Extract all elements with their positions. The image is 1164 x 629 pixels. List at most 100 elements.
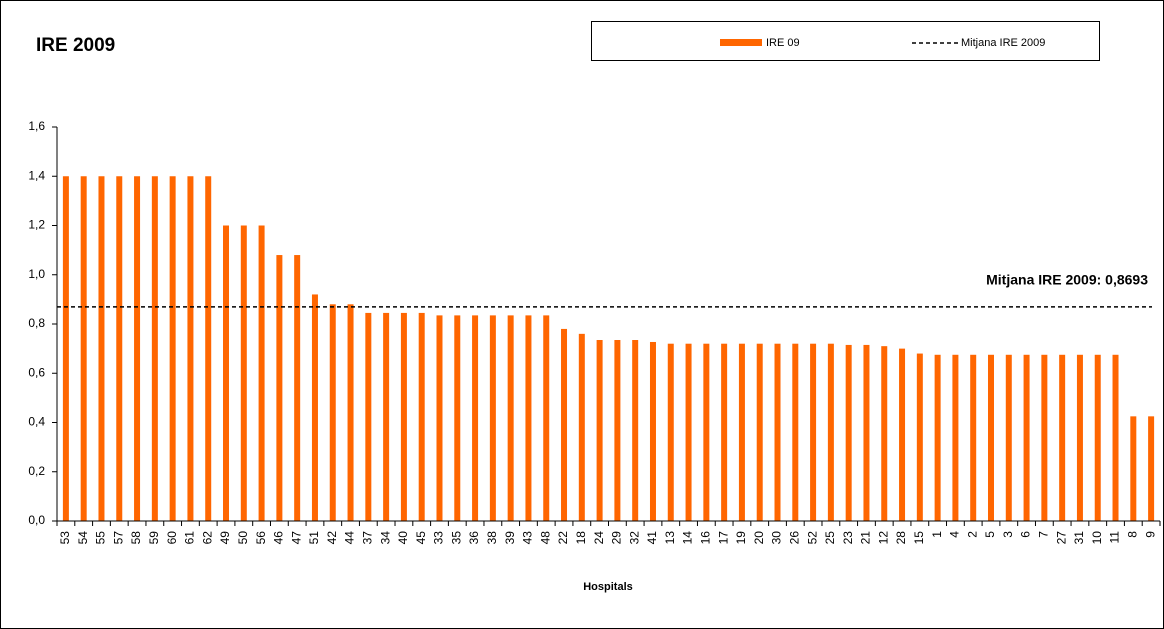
x-tick-label: 32: [627, 531, 641, 545]
y-tick-label: 0,8: [28, 316, 45, 330]
x-tick-label: 44: [343, 531, 357, 545]
bar: [1130, 416, 1137, 521]
x-tick-label: 3: [1001, 531, 1015, 538]
x-tick-label: 15: [912, 531, 926, 545]
x-tick-label: 52: [805, 531, 819, 545]
x-tick-label: 22: [556, 531, 570, 545]
x-tick-label: 11: [1108, 531, 1122, 544]
bar: [881, 346, 888, 521]
x-tick-label: 20: [752, 531, 766, 545]
x-tick-label: 39: [503, 531, 517, 545]
bar: [1094, 354, 1101, 521]
bar: [62, 176, 69, 521]
bar: [703, 343, 710, 521]
bar: [258, 225, 265, 521]
x-tick-label: 45: [414, 531, 428, 545]
x-tick-label: 41: [645, 531, 659, 545]
x-tick-label: 34: [378, 531, 392, 545]
x-tick-label: 38: [485, 531, 499, 545]
x-tick-label: 8: [1125, 531, 1139, 538]
legend-swatch: [720, 39, 762, 46]
bar: [614, 340, 621, 521]
bar: [400, 312, 407, 521]
x-tick-label: 58: [129, 531, 143, 545]
x-tick-label: 31: [1072, 531, 1086, 545]
bar: [578, 333, 585, 521]
bar: [632, 340, 639, 521]
x-tick-label: 33: [432, 531, 446, 545]
x-tick-label: 61: [183, 531, 197, 545]
bar: [205, 176, 212, 521]
x-tick-label: 49: [218, 531, 232, 545]
bar: [721, 343, 728, 521]
bar: [507, 315, 514, 521]
x-tick-label: 27: [1054, 531, 1068, 545]
x-tick-label: 10: [1090, 531, 1104, 545]
x-tick-label: 47: [289, 531, 303, 545]
x-tick-label: 23: [841, 531, 855, 545]
bar: [311, 294, 318, 521]
x-tick-label: 42: [325, 531, 339, 545]
bar: [952, 354, 959, 521]
bar: [276, 255, 283, 522]
chart-title: IRE 2009: [36, 35, 115, 56]
x-tick-label: 50: [236, 531, 250, 545]
x-tick-label: 29: [610, 531, 624, 545]
x-tick-label: 12: [876, 531, 890, 545]
x-tick-label: 17: [716, 531, 730, 545]
y-tick-label: 1,4: [28, 168, 45, 182]
x-tick-label: 37: [361, 531, 375, 545]
x-tick-label: 5: [983, 531, 997, 538]
bar: [1148, 416, 1155, 521]
bar: [98, 176, 105, 521]
y-tick-label: 0,0: [28, 513, 45, 527]
x-tick-label: 21: [859, 531, 873, 545]
bar: [1059, 354, 1066, 521]
bar: [667, 343, 674, 521]
x-tick-label: 43: [521, 531, 535, 545]
bar: [525, 315, 532, 521]
bar: [1023, 354, 1030, 521]
y-tick-label: 1,0: [28, 267, 45, 281]
x-tick-label: 48: [538, 531, 552, 545]
bar: [80, 176, 87, 521]
legend-label: IRE 09: [766, 37, 800, 49]
x-tick-label: 7: [1037, 531, 1051, 538]
x-axis-label: Hospitals: [583, 581, 633, 593]
bar: [596, 340, 603, 521]
bar: [187, 176, 194, 521]
x-tick-label: 13: [663, 531, 677, 545]
bar: [1041, 354, 1048, 521]
bar: [151, 176, 158, 521]
bar: [1112, 354, 1119, 521]
legend-box: [591, 21, 1100, 61]
x-tick-label: 25: [823, 531, 837, 545]
y-tick-label: 0,2: [28, 464, 45, 478]
bar: [347, 304, 354, 521]
x-tick-label: 59: [147, 531, 161, 545]
x-tick-label: 60: [165, 531, 179, 545]
x-tick-label: 16: [699, 531, 713, 545]
bar: [916, 353, 923, 521]
x-tick-label: 2: [965, 531, 979, 538]
bar: [383, 312, 390, 521]
bar: [116, 176, 123, 521]
x-tick-label: 51: [307, 531, 321, 545]
bar: [1076, 354, 1083, 521]
mean-annotation: Mitjana IRE 2009: 0,8693: [986, 272, 1148, 288]
bar: [472, 315, 479, 521]
y-tick-label: 1,6: [28, 119, 45, 133]
bar: [418, 312, 425, 521]
bar: [899, 348, 906, 521]
bar: [169, 176, 176, 521]
bar: [810, 343, 817, 521]
bar: [649, 341, 656, 521]
x-tick-label: 57: [111, 531, 125, 545]
y-tick-label: 0,4: [28, 415, 45, 429]
x-tick-label: 26: [787, 531, 801, 545]
x-tick-label: 36: [467, 531, 481, 545]
x-tick-label: 35: [449, 531, 463, 545]
x-tick-label: 4: [948, 531, 962, 538]
x-tick-label: 54: [76, 531, 90, 545]
